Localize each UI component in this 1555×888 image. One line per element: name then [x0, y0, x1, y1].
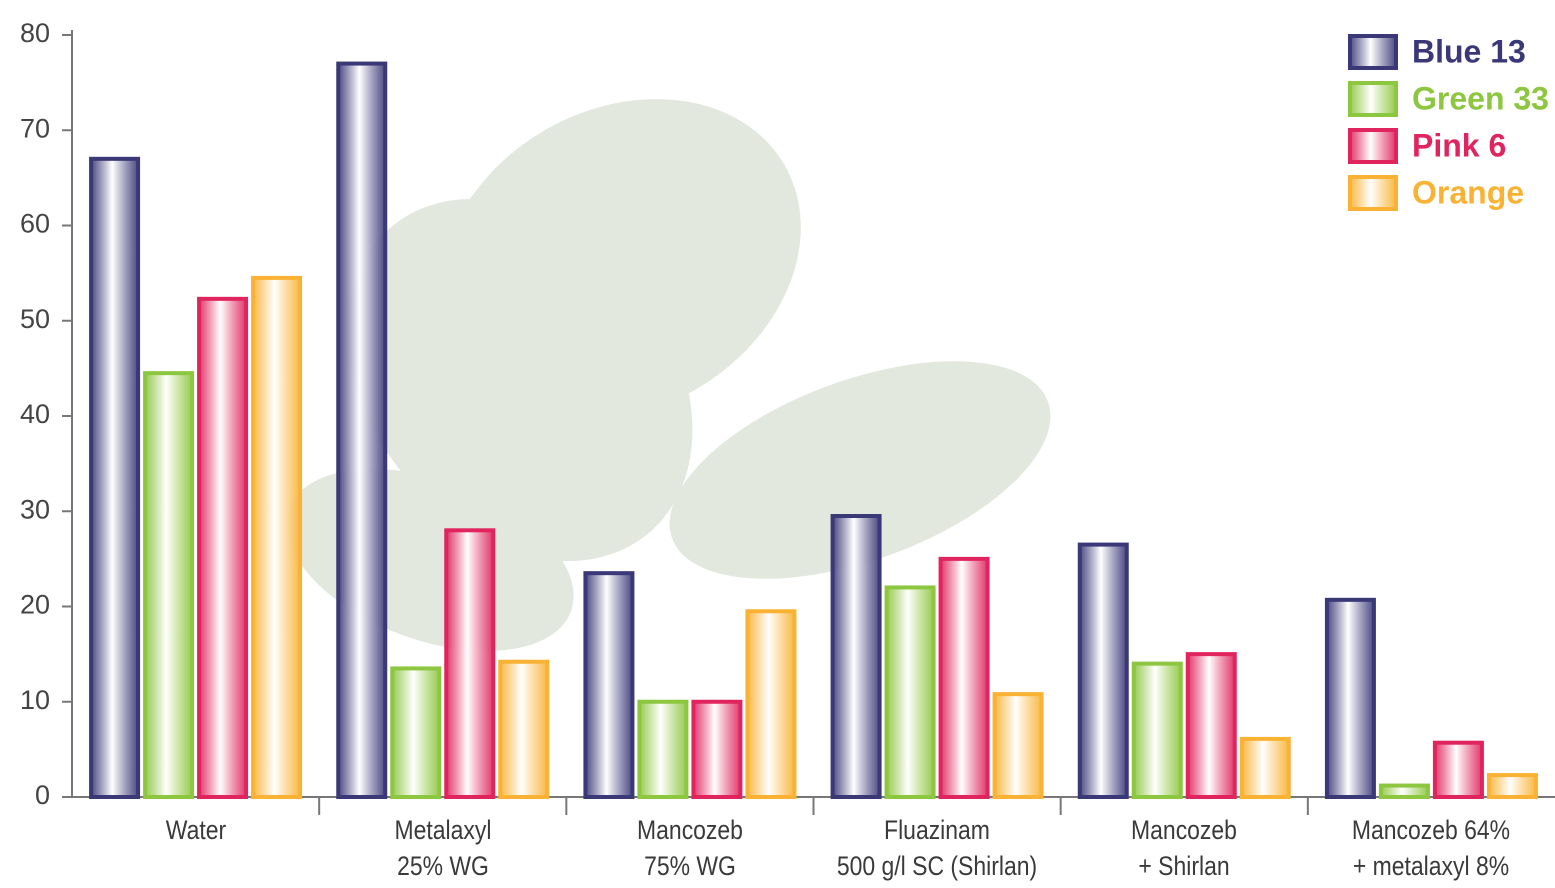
bar	[1324, 597, 1376, 800]
bar	[691, 699, 743, 799]
bar	[583, 571, 635, 799]
bar	[143, 371, 195, 799]
legend-swatch	[1348, 81, 1398, 117]
y-tick-label: 10	[20, 685, 50, 715]
bar	[830, 514, 882, 799]
bar	[1239, 736, 1291, 800]
legend-swatch	[1348, 128, 1398, 164]
y-tick-label: 20	[20, 590, 50, 620]
bar	[390, 666, 442, 799]
legend-label: Blue 13	[1412, 33, 1526, 69]
legend-swatch	[1348, 175, 1398, 211]
bar	[89, 156, 141, 799]
bar	[992, 692, 1044, 800]
y-tick-label: 70	[20, 113, 50, 143]
x-tick-label: Water	[165, 815, 226, 845]
bar	[444, 528, 496, 799]
bar	[1486, 773, 1538, 800]
bar	[251, 275, 303, 799]
bar	[745, 609, 797, 800]
bar	[1378, 783, 1430, 800]
bar	[1185, 652, 1237, 799]
legend-label: Green 33	[1412, 80, 1549, 116]
y-tick-label: 30	[20, 494, 50, 524]
bar	[637, 699, 689, 799]
bar	[1131, 661, 1183, 800]
bar	[336, 61, 388, 799]
bar	[1432, 740, 1484, 800]
legend-swatch	[1348, 34, 1398, 70]
y-tick-label: 0	[35, 780, 50, 810]
x-tick-label: Metalaxyl 25% WG	[394, 815, 492, 881]
y-tick-label: 80	[20, 18, 50, 48]
bar	[197, 296, 249, 799]
legend-label: Pink 6	[1412, 127, 1506, 163]
y-tick-label: 40	[20, 399, 50, 429]
bar	[884, 585, 936, 800]
x-tick-label: Mancozeb 75% WG	[636, 815, 743, 881]
y-tick-label: 60	[20, 209, 50, 239]
x-tick-label: Mancozeb + Shirlan	[1131, 815, 1238, 881]
bar	[1077, 542, 1129, 800]
x-tick-label: Mancozeb 64% + metalaxyl 8%	[1352, 815, 1511, 881]
y-tick-label: 50	[20, 304, 50, 334]
x-tick-label: Fluazinam 500 g/l SC (Shirlan)	[836, 815, 1038, 881]
bar	[498, 659, 550, 799]
legend-label: Orange	[1412, 174, 1524, 210]
bar	[938, 556, 990, 799]
